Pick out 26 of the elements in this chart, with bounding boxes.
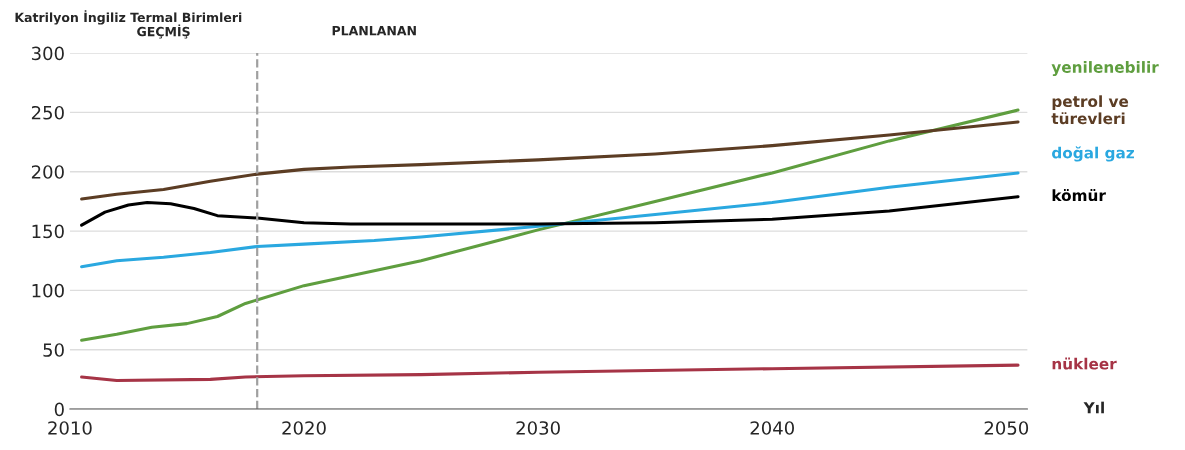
line-series — [80, 120, 1020, 201]
text: PLANLANAN — [332, 26, 416, 36]
y-axis-title: Katrilyon İngiliz Termal Birimleri — [15, 10, 242, 25]
text: nükleer — [1052, 357, 1117, 370]
y-tick-label: 100 — [32, 283, 64, 298]
x-tick-label: 2010 — [48, 421, 92, 435]
y-tick-label: 200 — [31, 165, 64, 179]
text: kömür — [1052, 189, 1106, 202]
line-series — [80, 171, 1020, 269]
x-tick-label: 2030 — [516, 421, 560, 435]
y-tick-label: 250 — [31, 105, 64, 120]
y-tick-label: 0 — [54, 402, 64, 417]
x-tick-label: 2020 — [282, 421, 326, 435]
text: yenilenebilir — [1051, 61, 1159, 76]
x-tick-label: 2040 — [750, 421, 794, 435]
text: doğal gaz — [1052, 146, 1134, 162]
y-tick-label: 50 — [43, 343, 64, 357]
text: petrol ve türevleri — [1051, 95, 1129, 125]
line-series — [80, 195, 1020, 227]
y-tick-label: 150 — [32, 224, 64, 239]
y-tick-label: 300 — [31, 46, 64, 61]
x-tick-label: 2050 — [984, 421, 1029, 435]
line-series — [80, 363, 1020, 383]
x-axis-title: Yıl — [1083, 401, 1104, 414]
text: GEÇMİŞ — [137, 24, 190, 39]
line-series — [80, 108, 1020, 342]
